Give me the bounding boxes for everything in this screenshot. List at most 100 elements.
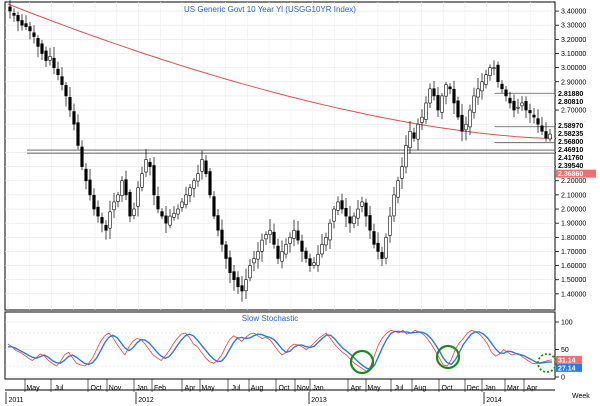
candle-body bbox=[108, 211, 112, 229]
candle-body bbox=[100, 217, 104, 224]
candle-body bbox=[24, 23, 28, 27]
x-month-label: Jul bbox=[395, 385, 404, 392]
stochastic-y-tick-label: 0 bbox=[561, 375, 565, 382]
candle-body bbox=[48, 56, 52, 61]
candle-body bbox=[268, 229, 272, 235]
period-label: Week bbox=[572, 393, 590, 400]
candle-body bbox=[128, 192, 132, 217]
candle-body bbox=[168, 215, 172, 226]
candle-body bbox=[304, 250, 308, 259]
candle-body bbox=[200, 159, 204, 172]
candle-body bbox=[392, 194, 396, 217]
x-month-label: May bbox=[26, 385, 40, 392]
candle-body bbox=[276, 245, 280, 259]
candle-body bbox=[144, 159, 148, 173]
candle-body bbox=[464, 123, 468, 131]
candle-body bbox=[328, 222, 332, 241]
x-month-label: Aug bbox=[414, 385, 427, 392]
candle-body bbox=[316, 253, 320, 266]
candle-body bbox=[212, 196, 216, 217]
candle-body bbox=[228, 257, 232, 273]
x-month-label: May bbox=[201, 385, 215, 392]
candle-body bbox=[116, 194, 120, 202]
candle-body bbox=[288, 237, 292, 244]
price-tag-box bbox=[556, 161, 596, 170]
price-tag-box bbox=[556, 121, 596, 130]
price-y-tick-label: 1.60000 bbox=[561, 263, 586, 270]
candle-body bbox=[368, 215, 372, 231]
price-y-tick-label: 1.40000 bbox=[561, 291, 586, 298]
candle-body bbox=[52, 57, 56, 68]
candle-body bbox=[536, 118, 540, 125]
x-month-label: Oct bbox=[279, 385, 290, 392]
candle-body bbox=[460, 114, 464, 132]
candle-body bbox=[544, 131, 548, 139]
price-y-tick-label: 3.00000 bbox=[561, 65, 586, 72]
annotation-circle-1 bbox=[349, 349, 375, 375]
price-tag-box bbox=[556, 153, 596, 162]
candle-body bbox=[28, 26, 32, 32]
price-tag-box bbox=[556, 169, 596, 178]
stochastic-y-axis: 100 50 0 bbox=[555, 320, 573, 382]
price-tag-box bbox=[556, 137, 596, 146]
candle-body bbox=[336, 201, 340, 211]
x-month-label: Jul bbox=[55, 385, 64, 392]
price-y-tick-label: 3.30000 bbox=[561, 23, 586, 30]
x-month-label: Jul bbox=[232, 385, 241, 392]
price-y-tick-label: 2.70000 bbox=[561, 108, 586, 115]
candle-body bbox=[296, 230, 300, 241]
stochastic-y-tick-label: 100 bbox=[561, 320, 573, 327]
candle-body bbox=[412, 132, 416, 139]
price-y-tick-label: 3.40000 bbox=[561, 9, 586, 16]
price-tag-box bbox=[556, 89, 596, 98]
x-year-label: 2012 bbox=[138, 397, 154, 404]
candle-body bbox=[280, 251, 284, 262]
candle-body bbox=[232, 271, 236, 281]
candle-body bbox=[300, 240, 304, 252]
candle-body bbox=[188, 187, 192, 196]
price-tag-label: 2.56800 bbox=[558, 139, 583, 146]
stochastic-chart-title: Slow Stochastic bbox=[242, 314, 298, 323]
candle-body bbox=[160, 211, 164, 217]
candle-body bbox=[380, 252, 384, 259]
stochastic-tag-label: 27.14 bbox=[558, 365, 576, 372]
candle-body bbox=[424, 102, 428, 120]
candle-body bbox=[104, 224, 108, 231]
candle-body bbox=[420, 116, 424, 123]
candle-body bbox=[500, 83, 504, 90]
candle-body bbox=[84, 168, 88, 182]
candle-body bbox=[92, 194, 96, 210]
candle-body bbox=[476, 88, 480, 98]
candle-body bbox=[76, 122, 80, 146]
candle-body bbox=[548, 133, 552, 140]
x-month-label: May bbox=[367, 385, 381, 392]
candle-body bbox=[64, 85, 68, 97]
price-y-tick-label: 2.90000 bbox=[561, 79, 586, 86]
candle-body bbox=[164, 215, 168, 224]
price-tag-label: 2.80810 bbox=[558, 99, 583, 106]
candle-body bbox=[324, 237, 328, 246]
candle-body bbox=[520, 102, 524, 107]
candle-body bbox=[60, 76, 64, 85]
candle-body bbox=[508, 97, 512, 104]
candle-body bbox=[68, 97, 72, 111]
stochastic-y-tick-label: 50 bbox=[561, 347, 569, 354]
candle-body bbox=[192, 180, 196, 189]
price-y-tick-label: 1.80000 bbox=[561, 235, 586, 242]
price-tag-label: 2.46910 bbox=[558, 147, 583, 154]
candle-body bbox=[308, 258, 312, 266]
candle-body bbox=[184, 194, 188, 206]
candle-body bbox=[484, 74, 488, 85]
candle-body bbox=[340, 200, 344, 210]
candle-body bbox=[496, 64, 500, 83]
candle-body bbox=[284, 244, 288, 255]
annotation-circle-2 bbox=[435, 344, 461, 370]
price-y-tick-label: 3.10000 bbox=[561, 51, 586, 58]
candle-body bbox=[400, 166, 404, 179]
price-y-tick-label: 3.20000 bbox=[561, 37, 586, 44]
candle-body bbox=[516, 106, 520, 109]
candle-body bbox=[312, 262, 316, 266]
x-month-label: Jan bbox=[312, 385, 323, 392]
